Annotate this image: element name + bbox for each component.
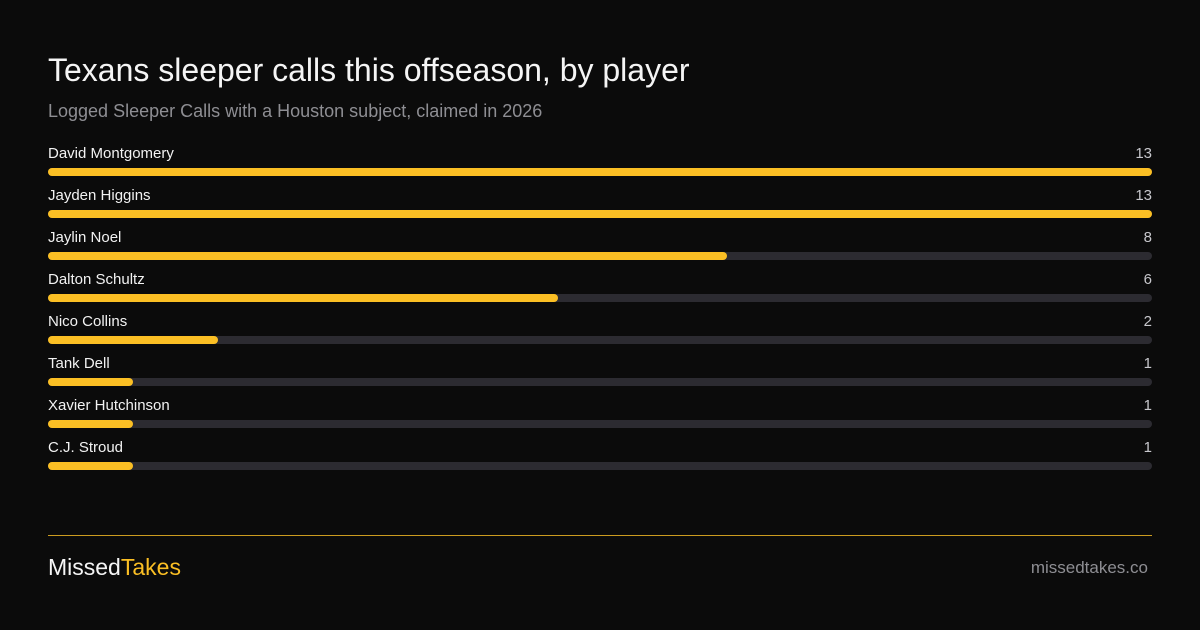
chart-subtitle: Logged Sleeper Calls with a Houston subj… (48, 101, 543, 121)
brand-logo[interactable]: MissedTakes (48, 553, 181, 581)
brand-name-part2: Takes (120, 554, 181, 580)
bar-row: Tank Dell 1 (48, 353, 1152, 395)
bar (48, 294, 558, 302)
bar-value-label: 2 (1143, 313, 1152, 330)
bar-chart: David Montgomery 13 Jayden Higgins 13 Ja… (48, 143, 1152, 479)
chart-title: Texans sleeper calls this offseason, by … (48, 52, 690, 88)
bar-track (48, 420, 1152, 428)
footer-divider (48, 535, 1152, 536)
bar-value-label: 13 (1135, 187, 1152, 204)
bar-row: Nico Collins 2 (48, 311, 1152, 353)
bar-label: Xavier Hutchinson (48, 397, 170, 414)
bar-value-label: 13 (1135, 145, 1152, 162)
bar-value-label: 1 (1143, 355, 1152, 372)
bar-track (48, 252, 1152, 260)
bar-label: David Montgomery (48, 145, 174, 162)
bar (48, 252, 727, 260)
bar (48, 462, 133, 470)
bar (48, 420, 133, 428)
bar-row: Jayden Higgins 13 (48, 185, 1152, 227)
bar-value-label: 1 (1143, 397, 1152, 414)
bar-label: Tank Dell (48, 355, 110, 372)
bar-track (48, 294, 1152, 302)
bar-label: Jaylin Noel (48, 229, 122, 246)
bar-value-label: 1 (1143, 439, 1152, 456)
site-link[interactable]: missedtakes.co (1030, 558, 1148, 577)
bar-value-label: 8 (1143, 229, 1152, 246)
bar-row: Dalton Schultz 6 (48, 269, 1152, 311)
bar (48, 210, 1152, 218)
bar-label: Dalton Schultz (48, 271, 145, 288)
bar (48, 378, 133, 386)
bar-track (48, 336, 1152, 344)
bar-label: Nico Collins (48, 313, 128, 330)
bar-track (48, 378, 1152, 386)
bar-row: Xavier Hutchinson 1 (48, 395, 1152, 437)
bar-row: Jaylin Noel 8 (48, 227, 1152, 269)
bar-label: C.J. Stroud (48, 439, 124, 456)
bar (48, 168, 1152, 176)
bar (48, 336, 218, 344)
bar-track (48, 210, 1152, 218)
bar-row: David Montgomery 13 (48, 143, 1152, 185)
bar-label: Jayden Higgins (48, 187, 151, 204)
bar-row: C.J. Stroud 1 (48, 437, 1152, 479)
bar-value-label: 6 (1143, 271, 1152, 288)
bar-track (48, 462, 1152, 470)
bar-track (48, 168, 1152, 176)
brand-name-part1: Missed (48, 554, 121, 580)
